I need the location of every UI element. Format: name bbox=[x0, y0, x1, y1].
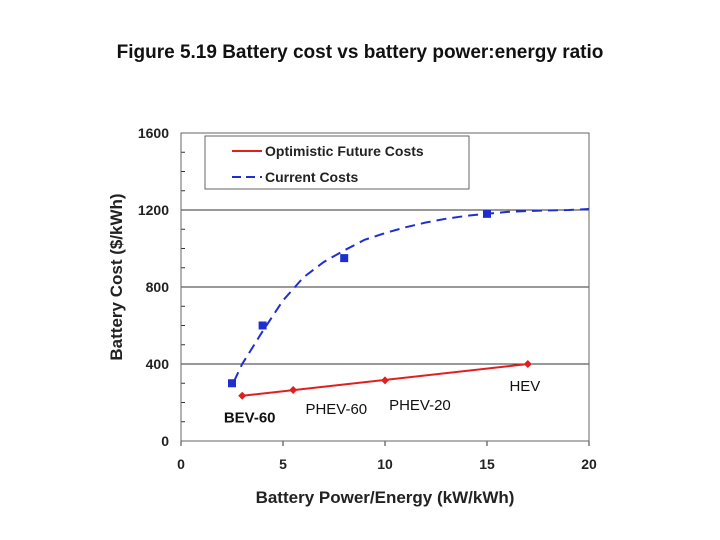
annotations: BEV-60 PHEV-60 PHEV-20 HEV bbox=[224, 378, 540, 427]
data-point-optimistic-1 bbox=[289, 385, 298, 394]
data-point-current-1 bbox=[258, 321, 267, 330]
x-tick-label: 15 bbox=[479, 456, 495, 472]
y-tick-label: 0 bbox=[161, 433, 169, 449]
annotation-label: PHEV-20 bbox=[389, 397, 451, 414]
data-point-optimistic-2 bbox=[381, 376, 389, 385]
y-tick-labels: 0 400 800 1200 1600 bbox=[138, 125, 169, 449]
x-tick-label: 0 bbox=[177, 456, 185, 472]
x-axis-label: Battery Power/Energy (kW/kWh) bbox=[256, 488, 515, 507]
y-tick-label: 1200 bbox=[138, 202, 169, 218]
annotation-label: BEV-60 bbox=[224, 410, 276, 427]
plot-frame bbox=[180, 132, 590, 442]
y-axis-label: Battery Cost ($/kWh) bbox=[107, 193, 126, 360]
series-line-1 bbox=[233, 208, 590, 382]
data-point-optimistic-0 bbox=[238, 391, 247, 400]
data-point-optimistic-3 bbox=[523, 360, 532, 368]
data-point-current-0 bbox=[228, 379, 236, 388]
legend: Optimistic Future Costs Current Costs bbox=[204, 135, 470, 190]
annotation-label: PHEV-60 bbox=[305, 401, 367, 418]
annotation-label: HEV bbox=[509, 378, 540, 395]
y-tick-label: 400 bbox=[146, 356, 170, 372]
x-tick-labels: 0 5 10 15 20 bbox=[177, 456, 597, 472]
x-tick-label: 20 bbox=[581, 456, 597, 472]
legend-entry: Optimistic Future Costs bbox=[265, 143, 424, 159]
data-point-current-2 bbox=[340, 254, 349, 263]
y-tick-label: 1600 bbox=[138, 125, 169, 141]
x-tick-label: 5 bbox=[279, 456, 287, 472]
series-group bbox=[228, 208, 590, 400]
chart-title: Figure 5.19 Battery cost vs battery powe… bbox=[116, 42, 604, 63]
legend-box bbox=[204, 135, 470, 190]
x-tick-label: 10 bbox=[377, 456, 393, 472]
legend-entry: Current Costs bbox=[265, 169, 359, 185]
data-point-current-3 bbox=[483, 209, 491, 218]
y-tick-label: 800 bbox=[146, 279, 170, 295]
